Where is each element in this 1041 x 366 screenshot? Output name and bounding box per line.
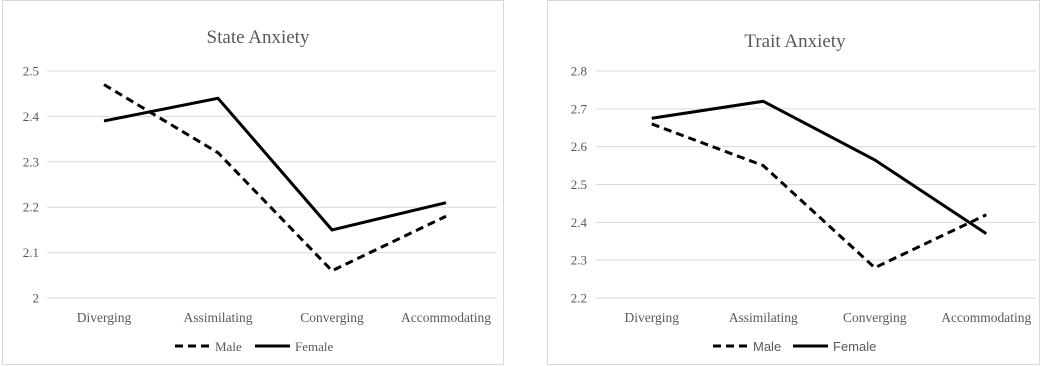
y-tick-label: 2.2: [23, 200, 39, 215]
legend-label-male: Male: [753, 339, 781, 354]
x-category-label: Accommodating: [941, 310, 1031, 325]
y-tick-label: 2.3: [571, 253, 587, 268]
y-tick-label: 2.6: [571, 139, 588, 154]
trait-anxiety-chart: Trait Anxiety 2.2 2.3 2.4 2.5 2.6 2.7 2.8 Diverg…: [547, 0, 1040, 365]
y-tick-label: 2.5: [23, 64, 39, 79]
x-category-label: Assimilating: [729, 310, 798, 325]
y-tick-label: 2.7: [571, 101, 588, 116]
series-line-male: [651, 122, 987, 270]
series-line-male: [103, 83, 447, 273]
legend-label-female: Female: [295, 339, 333, 354]
x-category-label: Converging: [300, 310, 364, 325]
trait-anxiety-plot: Trait Anxiety 2.2 2.3 2.4 2.5 2.6 2.7 2.8 Diverg…: [571, 31, 1036, 354]
y-tick-label: 2.2: [571, 291, 587, 306]
x-category-label: Accommodating: [401, 310, 491, 325]
chart-title: State Anxiety: [207, 27, 310, 48]
legend-label-male: Male: [215, 339, 242, 354]
chart-title: Trait Anxiety: [744, 31, 846, 52]
x-category-label: Diverging: [77, 310, 132, 325]
series-line-female: [651, 99, 988, 235]
y-tick-label: 2.4: [571, 215, 588, 230]
y-tick-label: 2.5: [571, 177, 587, 192]
y-tick-label: 2.4: [23, 109, 40, 124]
y-tick-label: 2.3: [23, 154, 39, 169]
y-tick-label: 2.1: [23, 245, 39, 260]
legend-label-female: Female: [833, 339, 876, 354]
series-line-female: [103, 96, 447, 232]
x-category-label: Converging: [843, 310, 907, 325]
state-anxiety-chart: State Anxiety 2 2.1 2.2 2.3 2.4 2.5 Diverging As…: [2, 0, 504, 365]
x-category-label: Assimilating: [183, 310, 252, 325]
state-anxiety-plot: State Anxiety 2 2.1 2.2 2.3 2.4 2.5 Diverging As…: [23, 27, 497, 354]
y-tick-label: 2: [33, 291, 40, 306]
x-category-label: Diverging: [625, 310, 680, 325]
y-tick-label: 2.8: [571, 64, 587, 79]
